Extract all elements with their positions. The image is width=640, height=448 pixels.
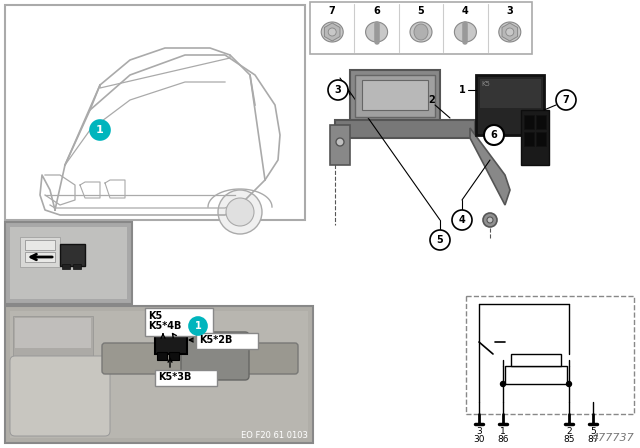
Text: 2: 2 [429,95,435,105]
Text: 3: 3 [335,85,341,95]
Bar [60,244,85,266]
Circle shape [487,217,493,223]
Circle shape [484,125,504,145]
Circle shape [218,190,262,234]
Bar [355,75,435,117]
Circle shape [328,80,348,100]
Bar [5,306,313,443]
Circle shape [500,382,506,387]
Text: 86: 86 [497,435,509,444]
Bar [466,296,634,414]
FancyBboxPatch shape [102,343,298,374]
FancyBboxPatch shape [181,332,249,380]
Circle shape [566,382,572,387]
Text: 4: 4 [462,6,468,16]
Bar [73,264,81,269]
Bar [169,324,179,332]
Text: 1: 1 [96,125,104,135]
FancyBboxPatch shape [10,356,110,436]
Ellipse shape [499,22,521,42]
Text: 30: 30 [473,435,484,444]
Circle shape [226,198,254,226]
Circle shape [452,210,472,230]
Circle shape [506,28,514,36]
Bar [310,2,532,54]
Bar [5,222,132,304]
Bar [536,132,546,146]
Circle shape [328,28,336,36]
Bar [10,227,127,299]
Bar [505,366,567,384]
Bar [25,252,55,262]
Text: 7: 7 [563,95,570,105]
Circle shape [430,230,450,250]
Text: 6: 6 [491,130,497,140]
Bar [157,352,167,360]
Bar [479,78,541,108]
Text: K5: K5 [481,81,490,87]
Bar [5,5,305,220]
Bar [196,333,258,349]
Bar [20,237,60,267]
Text: K5: K5 [148,311,163,321]
Text: 3: 3 [476,427,482,436]
Bar [350,70,440,125]
Text: 477737: 477737 [592,433,635,443]
Bar [330,125,350,165]
Ellipse shape [321,22,343,42]
Bar [13,316,93,371]
Bar [62,264,70,269]
Bar [511,354,561,366]
Bar [536,115,546,129]
Text: 7: 7 [329,6,335,16]
Bar [521,110,549,165]
Polygon shape [470,128,510,205]
Circle shape [556,90,576,110]
Text: 87: 87 [588,435,599,444]
Text: 3: 3 [506,6,513,16]
Bar [25,240,55,250]
Bar [524,132,534,146]
Ellipse shape [454,22,476,42]
Bar [476,75,544,135]
Text: 1: 1 [459,85,465,95]
Text: 6: 6 [373,6,380,16]
Text: 5: 5 [418,6,424,16]
Text: 2: 2 [566,427,572,436]
Bar [145,308,213,336]
Bar [157,324,167,332]
Circle shape [189,317,207,335]
Bar [10,311,308,438]
Bar [155,370,217,386]
Circle shape [483,213,497,227]
Ellipse shape [414,24,428,40]
Text: 5: 5 [590,427,596,436]
Text: 4: 4 [459,215,465,225]
Bar [169,352,179,360]
Bar [362,80,428,110]
Circle shape [336,138,344,146]
Text: K5*3B: K5*3B [158,372,191,382]
Ellipse shape [365,22,388,42]
Bar [15,318,91,348]
Text: K5*4B: K5*4B [148,321,181,331]
Text: 5: 5 [436,235,444,245]
Bar [524,115,534,129]
Bar [335,120,475,138]
Bar [155,330,187,354]
Circle shape [90,120,110,140]
Text: 85: 85 [563,435,575,444]
Ellipse shape [410,22,432,42]
Text: 1: 1 [195,321,202,331]
Text: K5*2B: K5*2B [199,335,232,345]
Text: EO F20 61 0103: EO F20 61 0103 [241,431,308,440]
Text: 1: 1 [500,427,506,436]
